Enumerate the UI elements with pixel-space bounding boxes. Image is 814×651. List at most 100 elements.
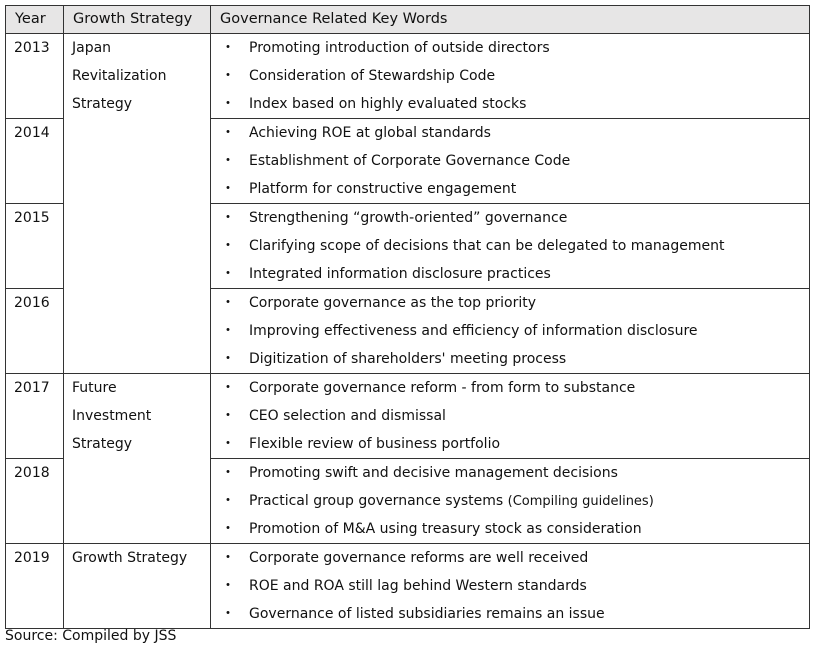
keywords-cell: ・ Achieving ROE at global standards ・ Estab…	[210, 118, 810, 204]
bullet-icon: ・	[221, 40, 235, 56]
year-cell: 2018	[5, 458, 64, 544]
keyword-text: Corporate governance as the top priority	[249, 295, 537, 311]
keyword-text: Consideration of Stewardship Code	[249, 68, 496, 84]
bullet-icon: ・	[221, 578, 235, 594]
keyword-item: ・ Integrated information disclosure pract…	[221, 260, 809, 288]
bullet-icon: ・	[221, 323, 235, 339]
table-row: 2015 ・ Strengthening “growth-oriented” gov…	[5, 203, 810, 289]
keyword-text: Promotion of M&A using treasury stock as…	[249, 521, 642, 537]
keyword-text: Strengthening “growth-oriented” governan…	[249, 210, 568, 226]
keyword-text: Achieving ROE at global standards	[249, 125, 491, 141]
strategy-line: Strategy	[72, 436, 132, 452]
bullet-icon: ・	[221, 210, 235, 226]
year-cell: 2017	[5, 373, 64, 459]
table-row: 2013 Japan Revitalization Strategy ・ Promotin…	[5, 33, 810, 374]
keyword-text: Promoting introduction of outside direct…	[249, 40, 550, 56]
keyword-item: ・ Improving effectiveness and efficiency …	[221, 317, 809, 345]
keywords-cell: ・ Promoting swift and decisive management…	[210, 458, 810, 544]
governance-table: Year Growth Strategy Governance Related …	[5, 5, 810, 629]
table-row: 2019 Growth Strategy ・ Corporate governance…	[5, 543, 810, 629]
keywords-cell: ・ Corporate governance reforms are well r…	[210, 543, 810, 629]
keyword-item: ・ Corporate governance reform - from form…	[221, 374, 809, 402]
source-note: Source: Compiled by JSS	[5, 628, 177, 644]
keyword-item: ・ Index based on highly evaluated stocks	[221, 90, 809, 118]
table-row: 2016 ・ Corporate governance as the top pri…	[5, 288, 810, 374]
keyword-text: Flexible review of business portfolio	[249, 436, 501, 452]
keyword-item: ・ Clarifying scope of decisions that can …	[221, 232, 809, 260]
growth-strategy-cell: Future Investment Strategy	[63, 373, 211, 544]
table-header-row: Year Growth Strategy Governance Related …	[5, 5, 810, 34]
growth-strategy-cell: Japan Revitalization Strategy	[63, 33, 211, 374]
bullet-icon: ・	[221, 153, 235, 169]
bullet-icon: ・	[221, 465, 235, 481]
keyword-item: ・ Strengthening “growth-oriented” governa…	[221, 204, 809, 232]
bullet-icon: ・	[221, 266, 235, 282]
bullet-icon: ・	[221, 181, 235, 197]
bullet-icon: ・	[221, 380, 235, 396]
keyword-item: ・ Digitization of shareholders' meeting p…	[221, 345, 809, 373]
keyword-item: ・ Promoting swift and decisive management…	[221, 459, 809, 487]
bullet-icon: ・	[221, 96, 235, 112]
year-cell: 2019	[5, 543, 64, 629]
keyword-item: ・ Flexible review of business portfolio	[221, 430, 809, 458]
table-row: 2017 Future Investment Strategy ・ Corporate g…	[5, 373, 810, 544]
keyword-text: Corporate governance reform - from form …	[249, 380, 636, 396]
keyword-item: ・ ROE and ROA still lag behind Western st…	[221, 572, 809, 600]
keyword-text: ROE and ROA still lag behind Western sta…	[249, 578, 587, 594]
keyword-text: Corporate governance reforms are well re…	[249, 550, 589, 566]
keyword-item: ・ Governance of listed subsidiaries remai…	[221, 600, 809, 628]
header-growth-strategy: Growth Strategy	[63, 5, 211, 34]
bullet-icon: ・	[221, 68, 235, 84]
year-cell: 2013	[5, 33, 64, 119]
keywords-cell: ・ Corporate governance reform - from form…	[210, 373, 810, 459]
keywords-cell: ・ Corporate governance as the top priorit…	[210, 288, 810, 374]
keyword-item: ・ Corporate governance reforms are well r…	[221, 544, 809, 572]
keyword-text: Improving effectiveness and efficiency o…	[249, 323, 698, 339]
keyword-item: ・ Achieving ROE at global standards	[221, 119, 809, 147]
keyword-item: ・ Corporate governance as the top priorit…	[221, 289, 809, 317]
table-row: 2018 ・ Promoting swift and decisive manage…	[5, 458, 810, 544]
year-cell: 2014	[5, 118, 64, 204]
keyword-text: Clarifying scope of decisions that can b…	[249, 238, 725, 254]
keyword-text: Governance of listed subsidiaries remain…	[249, 606, 605, 622]
keyword-item: ・ Establishment of Corporate Governance C…	[221, 147, 809, 175]
keywords-cell: ・ Promoting introduction of outside direc…	[210, 33, 810, 119]
keyword-item: ・ Practical group governance systems (Com…	[221, 487, 809, 515]
bullet-icon: ・	[221, 408, 235, 424]
strategy-line: Future	[72, 380, 117, 396]
bullet-icon: ・	[221, 521, 235, 537]
strategy-line: Investment	[72, 408, 152, 424]
bullet-icon: ・	[221, 351, 235, 367]
bullet-icon: ・	[221, 238, 235, 254]
strategy-line: Japan	[72, 40, 112, 56]
keyword-text: Establishment of Corporate Governance Co…	[249, 153, 571, 169]
strategy-line: Strategy	[72, 96, 132, 112]
keyword-item: ・ Promoting introduction of outside direc…	[221, 34, 809, 62]
strategy-line: Growth Strategy	[72, 550, 188, 566]
keyword-text: Index based on highly evaluated stocks	[249, 96, 527, 112]
keyword-text: Promoting swift and decisive management …	[249, 465, 618, 481]
keyword-item: ・ Platform for constructive engagement	[221, 175, 809, 203]
bullet-icon: ・	[221, 606, 235, 622]
strategy-line: Revitalization	[72, 68, 167, 84]
table-row: 2014 ・ Achieving ROE at global standards ・ E…	[5, 118, 810, 204]
bullet-icon: ・	[221, 436, 235, 452]
header-keywords: Governance Related Key Words	[210, 5, 810, 34]
keyword-text: Practical group governance systems	[249, 493, 504, 509]
keyword-text: Digitization of shareholders' meeting pr…	[249, 351, 567, 367]
keywords-cell: ・ Strengthening “growth-oriented” governa…	[210, 203, 810, 289]
keyword-text: Platform for constructive engagement	[249, 181, 517, 197]
bullet-icon: ・	[221, 295, 235, 311]
bullet-icon: ・	[221, 125, 235, 141]
keyword-item: ・ CEO selection and dismissal	[221, 402, 809, 430]
keyword-item: ・ Consideration of Stewardship Code	[221, 62, 809, 90]
keyword-text: Integrated information disclosure practi…	[249, 266, 551, 282]
year-cell: 2016	[5, 288, 64, 374]
header-year: Year	[5, 5, 64, 34]
keyword-item: ・ Promotion of M&A using treasury stock a…	[221, 515, 809, 543]
bullet-icon: ・	[221, 493, 235, 509]
year-cell: 2015	[5, 203, 64, 289]
keyword-note: (Compiling guidelines)	[507, 494, 654, 509]
growth-strategy-cell: Growth Strategy	[63, 543, 211, 629]
bullet-icon: ・	[221, 550, 235, 566]
